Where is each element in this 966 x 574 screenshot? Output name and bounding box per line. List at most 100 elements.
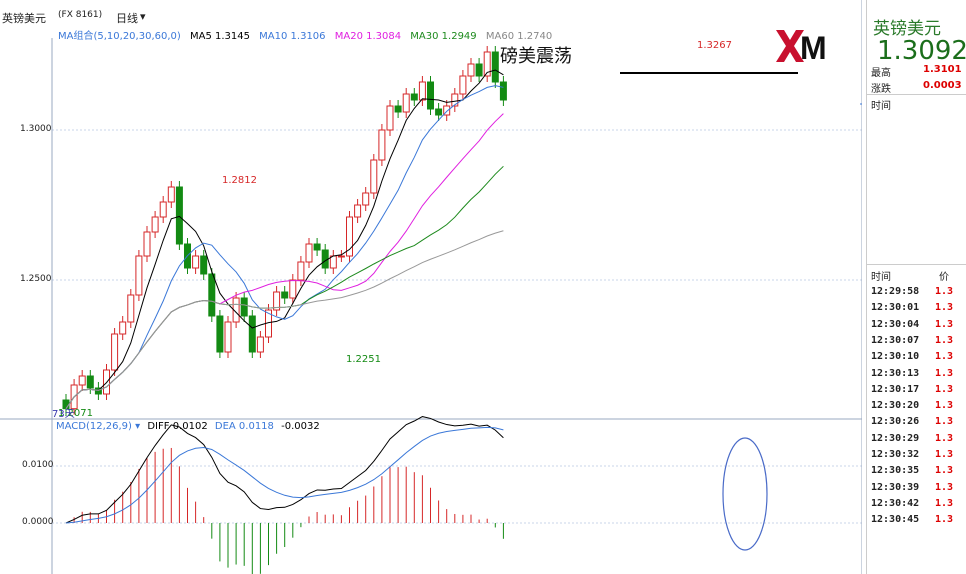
candle: [467, 63, 475, 77]
chart-toolbar: 英镑美元 (FX 8161) 日线 ▾: [0, 0, 862, 26]
candle: [402, 93, 410, 113]
ma-item: MA20 1.3084: [334, 31, 402, 42]
high-annotation: 1.3267: [697, 40, 732, 51]
chevron-down-icon[interactable]: ▾: [140, 10, 146, 23]
tick-price: 1.3: [935, 334, 954, 346]
candle: [459, 75, 467, 95]
tick-row: 12:30:10 1.3: [871, 351, 953, 363]
tick-row: 12:30:32 1.3: [871, 449, 953, 460]
candle: [475, 63, 483, 77]
ma-line: [65, 230, 504, 409]
candle: [256, 336, 264, 353]
macd-diff: DIFF 0.0102: [147, 421, 208, 432]
ma-item: MA5 1.3145: [189, 31, 250, 42]
macd-axis-label: 0.0100: [22, 460, 54, 470]
tick-price: 1.3: [935, 432, 954, 444]
candle: [305, 243, 313, 263]
ma-item: MA60 1.2740: [485, 31, 553, 42]
quote-time-header: 时间: [871, 101, 891, 112]
candle: [410, 93, 418, 101]
candle: [418, 81, 426, 101]
candle: [491, 51, 499, 83]
quote-change-value: 0.0003: [923, 80, 962, 91]
candle: [111, 333, 119, 371]
symbol-label[interactable]: 英镑美元: [2, 12, 46, 25]
tick-time: 12:30:42: [871, 497, 920, 509]
candle: [483, 51, 491, 77]
candle: [289, 279, 297, 299]
candle: [135, 255, 143, 296]
tick-time: 12:30:01: [871, 302, 920, 314]
quote-high-value: 1.3101: [923, 64, 962, 75]
tick-time: 12:30:13: [871, 367, 920, 379]
tick-row: 12:30:39 1.3: [871, 482, 953, 493]
tick-row: 12:30:45 1.3: [871, 514, 953, 525]
quote-high-label: 最高: [871, 68, 891, 79]
tick-time: 12:30:20: [871, 400, 920, 412]
candle: [443, 105, 451, 116]
macd-value: -0.0032: [281, 421, 320, 432]
candle: [346, 216, 353, 257]
candle: [499, 81, 507, 101]
candle: [216, 315, 224, 353]
period-selector[interactable]: 日线: [116, 12, 138, 25]
candle: [337, 255, 345, 258]
tick-price: 1.3: [935, 481, 954, 493]
candle: [200, 255, 208, 275]
tick-time: 12:30:29: [871, 432, 920, 444]
tick-time: 12:30:32: [871, 449, 920, 460]
price-axis-label: 1.3000: [20, 124, 52, 134]
tick-time: 12:30:17: [871, 383, 920, 395]
tick-price: 1.3: [935, 449, 954, 460]
macd-line: [65, 426, 504, 524]
tick-row: 12:30:07 1.3: [871, 335, 953, 346]
quote-price: 1.3092: [877, 36, 966, 66]
macd-legend: MACD(12,26,9) ▾ DIFF 0.0102 DEA 0.0118 -…: [56, 421, 320, 432]
candle: [281, 291, 289, 299]
tick-row: 12:30:01 1.3: [871, 302, 953, 314]
tick-price: 1.3: [935, 367, 954, 379]
tick-price: 1.3: [935, 514, 954, 526]
tick-price: 1.3: [935, 497, 954, 509]
mid-high-annotation: 1.2812: [222, 175, 257, 186]
tick-time: 12:30:35: [871, 465, 920, 477]
ma-line: [65, 85, 504, 409]
tick-row: 12:30:04 1.3: [871, 319, 953, 330]
tick-time: 12:30:10: [871, 351, 920, 363]
candle: [127, 294, 135, 323]
macd-dea: DEA 0.0118: [214, 421, 274, 432]
tick-row: 12:30:42 1.3: [871, 497, 953, 509]
ma-line: [65, 113, 504, 409]
candle: [192, 255, 200, 269]
candle: [224, 321, 232, 353]
tick-row: 12:30:17 1.3: [871, 383, 953, 395]
macd-label[interactable]: MACD(12,26,9): [56, 421, 132, 432]
candle: [143, 231, 151, 257]
candle: [451, 93, 459, 107]
tick-price: 1.3: [935, 302, 954, 314]
tick-price: 1.3: [935, 318, 954, 330]
price-axis-label: 1.2500: [20, 274, 52, 284]
candle: [354, 204, 362, 218]
ma-item: MA10 1.3106: [259, 31, 326, 42]
candle: [370, 159, 378, 194]
quote-panel: 英镑美元 1.3092 最高 1.3101 涨跌 0.0003 时间 时间 价 …: [866, 0, 966, 574]
low-annotation: 1.2251: [346, 354, 381, 365]
candle: [78, 375, 86, 386]
highlight-ellipse: [722, 437, 768, 551]
tick-row: 12:30:20 1.3: [871, 400, 953, 412]
candle: [394, 105, 402, 113]
candle: [240, 297, 248, 317]
start-low-annotation: 1.2071: [58, 408, 93, 419]
tick-price: 1.3: [935, 383, 954, 395]
chevron-down-icon[interactable]: ▾: [135, 421, 141, 432]
tick-time: 12:30:26: [871, 416, 920, 428]
ma-group-label[interactable]: MA组合(5,10,20,30,60,0): [58, 31, 181, 42]
candle: [248, 315, 256, 353]
tick-price: 1.3: [935, 465, 954, 477]
tick-header: 时间 价: [871, 268, 949, 283]
candlestick-chart[interactable]: [0, 0, 862, 574]
macd-line: [65, 416, 504, 524]
tick-row: 12:30:13 1.3: [871, 367, 953, 379]
candle: [313, 243, 321, 251]
